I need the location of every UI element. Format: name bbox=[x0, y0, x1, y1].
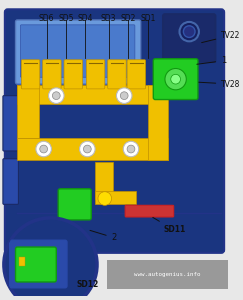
Text: www.autogenius.info: www.autogenius.info bbox=[134, 272, 200, 277]
Bar bbox=[148, 85, 168, 160]
Circle shape bbox=[49, 88, 64, 103]
Text: SD4: SD4 bbox=[78, 14, 93, 23]
Bar bbox=[19, 257, 25, 266]
Text: SD12: SD12 bbox=[76, 280, 98, 289]
Text: 1: 1 bbox=[197, 56, 226, 65]
Text: SD6: SD6 bbox=[39, 14, 54, 23]
Circle shape bbox=[127, 145, 135, 153]
FancyBboxPatch shape bbox=[5, 9, 224, 253]
Bar bbox=[17, 85, 163, 104]
Text: SD2: SD2 bbox=[120, 14, 136, 23]
Circle shape bbox=[183, 26, 195, 38]
Circle shape bbox=[98, 192, 112, 205]
Text: SD1: SD1 bbox=[141, 14, 156, 23]
FancyBboxPatch shape bbox=[86, 60, 105, 89]
Circle shape bbox=[40, 145, 48, 153]
Circle shape bbox=[165, 68, 186, 90]
FancyBboxPatch shape bbox=[153, 59, 198, 100]
Bar bbox=[95, 191, 136, 204]
Text: SD5: SD5 bbox=[58, 14, 74, 23]
FancyBboxPatch shape bbox=[43, 60, 61, 89]
FancyBboxPatch shape bbox=[125, 205, 174, 217]
FancyBboxPatch shape bbox=[16, 20, 141, 84]
Circle shape bbox=[123, 141, 139, 157]
FancyBboxPatch shape bbox=[16, 247, 56, 282]
FancyBboxPatch shape bbox=[10, 240, 67, 288]
Bar bbox=[17, 138, 168, 160]
Circle shape bbox=[4, 218, 97, 300]
Circle shape bbox=[36, 141, 52, 157]
Bar bbox=[95, 162, 113, 199]
FancyBboxPatch shape bbox=[64, 60, 82, 89]
FancyBboxPatch shape bbox=[3, 159, 18, 204]
Text: 2: 2 bbox=[90, 230, 117, 242]
Circle shape bbox=[52, 92, 60, 100]
FancyBboxPatch shape bbox=[163, 14, 215, 62]
Circle shape bbox=[180, 22, 199, 41]
Text: SD11: SD11 bbox=[153, 218, 185, 235]
FancyBboxPatch shape bbox=[3, 96, 18, 151]
FancyBboxPatch shape bbox=[20, 25, 135, 77]
Bar bbox=[107, 260, 228, 289]
FancyBboxPatch shape bbox=[108, 60, 126, 89]
Text: TV28: TV28 bbox=[199, 80, 241, 88]
FancyBboxPatch shape bbox=[58, 189, 91, 220]
Bar bbox=[17, 85, 39, 138]
Circle shape bbox=[83, 145, 91, 153]
Circle shape bbox=[171, 74, 181, 84]
Text: TV22: TV22 bbox=[202, 31, 241, 43]
Circle shape bbox=[79, 141, 95, 157]
FancyBboxPatch shape bbox=[127, 60, 146, 89]
Circle shape bbox=[120, 92, 128, 100]
FancyBboxPatch shape bbox=[21, 60, 40, 89]
Circle shape bbox=[116, 88, 132, 103]
Text: SD3: SD3 bbox=[101, 14, 116, 23]
